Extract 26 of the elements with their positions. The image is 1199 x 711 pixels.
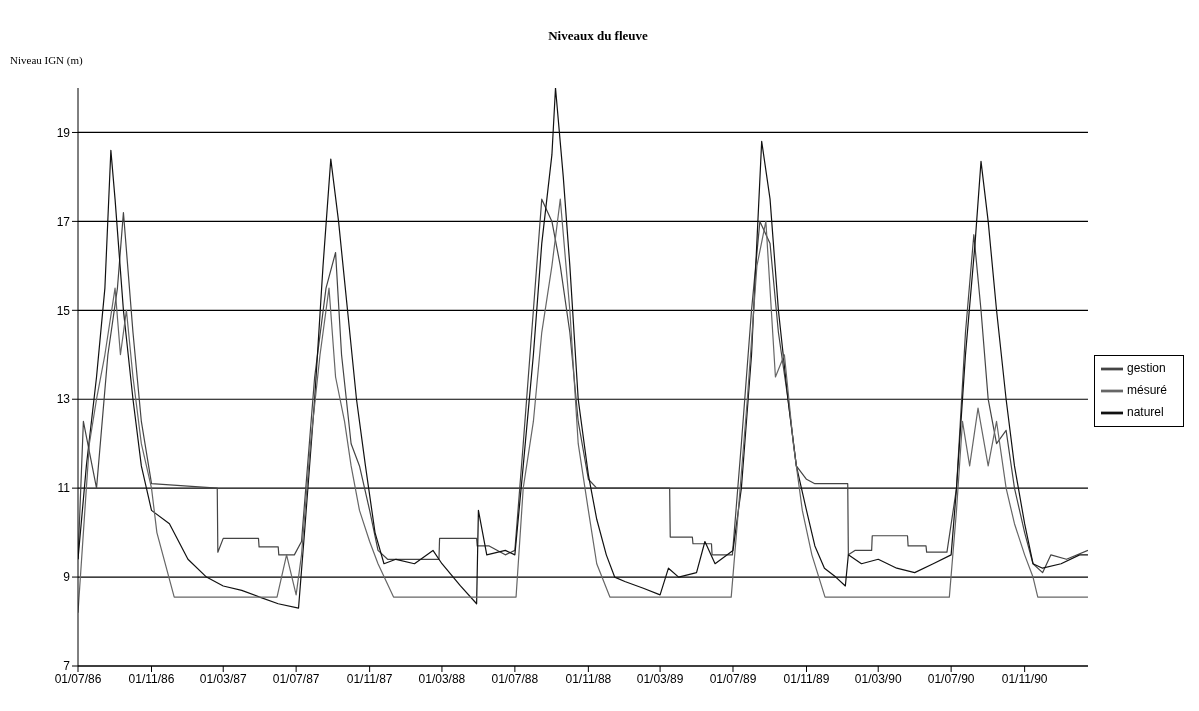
x-tick-label: 01/11/86	[128, 671, 175, 686]
x-tick-label: 01/11/87	[346, 671, 393, 686]
x-tick-label: 01/03/90	[854, 671, 902, 686]
y-tick-label: 11	[57, 481, 71, 496]
x-tick-label: 01/11/89	[783, 671, 830, 686]
y-tick-label: 7	[63, 659, 71, 674]
x-tick-label: 01/07/86	[54, 671, 102, 686]
x-tick-label: 01/03/87	[199, 671, 247, 686]
y-tick-label: 15	[56, 303, 71, 318]
y-tick-label: 19	[56, 125, 71, 140]
chart-title: Niveaux du fleuve	[547, 27, 649, 45]
y-tick-label: 13	[56, 392, 71, 407]
legend-label: naturel	[1126, 405, 1164, 420]
x-tick-label: 01/11/90	[1001, 671, 1048, 686]
x-tick-label: 01/07/90	[927, 671, 975, 686]
legend-label: mésuré	[1126, 383, 1167, 398]
legend-label: gestion	[1126, 361, 1166, 376]
x-tick-label: 01/03/88	[418, 671, 466, 686]
y-axis-title: Niveau IGN (m)	[9, 54, 84, 68]
x-tick-label: 01/07/88	[491, 671, 539, 686]
y-tick-label: 17	[56, 214, 71, 229]
y-tick-label: 9	[63, 570, 71, 585]
x-tick-label: 01/11/88	[565, 671, 612, 686]
x-tick-label: 01/03/89	[636, 671, 684, 686]
x-tick-label: 01/07/89	[709, 671, 757, 686]
x-tick-label: 01/07/87	[272, 671, 320, 686]
